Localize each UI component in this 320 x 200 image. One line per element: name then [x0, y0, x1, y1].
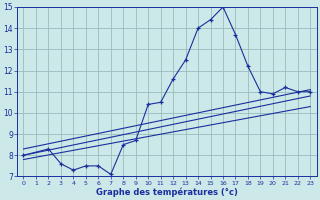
X-axis label: Graphe des températures (°c): Graphe des températures (°c)	[96, 187, 238, 197]
